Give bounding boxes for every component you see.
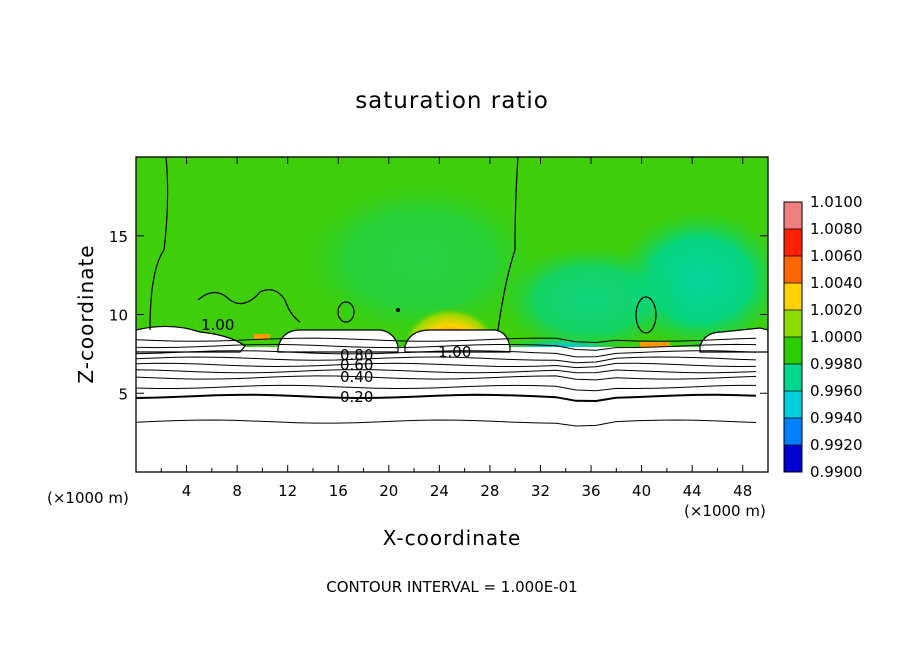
- colorbar-label-6: 0.9980: [810, 355, 863, 373]
- x-unit-left: (×1000 m): [47, 489, 129, 507]
- contour-line-8: [136, 393, 757, 403]
- contour-dot: [396, 308, 400, 312]
- x-tick-label-6: 28: [480, 482, 499, 500]
- colorbar-swatch-0: [784, 202, 802, 229]
- contour-line-0: [136, 337, 757, 344]
- chart-title: saturation ratio: [355, 88, 549, 114]
- contour-line-3: [136, 356, 757, 364]
- x-tick-label-9: 40: [632, 482, 651, 500]
- contour-label-2: 1.00: [438, 343, 471, 361]
- contour-line-1: [136, 343, 757, 351]
- x-axis-label: X-coordinate: [382, 526, 522, 550]
- warm-edge-right: [640, 342, 670, 347]
- colorbar-swatch-2: [784, 256, 802, 283]
- colorbar-label-5: 1.0000: [810, 328, 863, 346]
- x-tick-label-11: 48: [733, 482, 752, 500]
- colorbar-swatch-3: [784, 283, 802, 310]
- x-tick-label-8: 36: [581, 482, 600, 500]
- x-tick-label-2: 12: [278, 482, 297, 500]
- y-tick-label-1: 10: [109, 307, 128, 325]
- x-tick-label-5: 24: [430, 482, 449, 500]
- colorbar-label-8: 0.9940: [810, 409, 863, 427]
- x-tick-label-0: 4: [182, 482, 192, 500]
- colorbar-swatch-4: [784, 310, 802, 337]
- colorbar-label-2: 1.0060: [810, 247, 863, 265]
- contour-loop-right: [635, 296, 657, 334]
- colorbar-label-1: 1.0080: [810, 220, 863, 238]
- colorbar-label-0: 1.0100: [810, 193, 863, 211]
- contour-line-7: [136, 384, 756, 392]
- colorbar-swatch-8: [784, 418, 802, 445]
- contour-line-9: [136, 419, 757, 427]
- moist-pale-region: [300, 180, 540, 340]
- colorbar-label-9: 0.9920: [810, 436, 863, 454]
- x-tick-label-1: 8: [232, 482, 242, 500]
- contour-vertical-left: [149, 157, 169, 331]
- colorbar-swatch-9: [784, 445, 802, 472]
- field-layer: [136, 157, 768, 472]
- x-tick-label-4: 20: [379, 482, 398, 500]
- contour-loop-mid: [337, 301, 355, 323]
- contour-line-6: [136, 375, 757, 381]
- cloud-blob-center-left: [277, 329, 399, 353]
- contour-line-2: [136, 350, 757, 358]
- contour-label-1: 1.00: [201, 316, 234, 334]
- contour-line-4: [136, 362, 757, 369]
- x-axis-ticks: 4 8 12 16 20 24 28 32 36 40 44 48: [160, 157, 752, 500]
- contour-label-4: 0.60: [340, 356, 373, 374]
- contour-label-3: 0.80: [340, 346, 373, 364]
- contour-label-5: 0.40: [340, 368, 373, 386]
- colorbar-swatch-1: [784, 229, 802, 256]
- contour-interval-note: CONTOUR INTERVAL = 1.000E-01: [326, 578, 578, 596]
- colorbar-label-7: 0.9960: [810, 382, 863, 400]
- x-unit-right: (×1000 m): [684, 502, 766, 520]
- x-tick-label-3: 16: [329, 482, 348, 500]
- warm-edge-left: [254, 334, 270, 340]
- colorbar-swatch-7: [784, 391, 802, 418]
- contour-wave-left: [197, 289, 301, 323]
- colorbar-swatch-6: [784, 364, 802, 391]
- x-tick-label-10: 44: [683, 482, 702, 500]
- contour-vertical-right: [497, 157, 519, 331]
- lower-region: [136, 347, 768, 472]
- y-axis-label: Z-coordinate: [74, 244, 98, 384]
- y-axis-ticks: 5 10 15: [109, 228, 768, 403]
- cloud-blob-right: [699, 327, 768, 353]
- colorbar-label-4: 1.0020: [810, 301, 863, 319]
- contour-line-5: [136, 369, 757, 374]
- y-tick-label-2: 15: [109, 228, 128, 246]
- y-tick-label-0: 5: [118, 385, 128, 403]
- colorbar-label-3: 1.0040: [810, 274, 863, 292]
- x-tick-label-7: 32: [531, 482, 550, 500]
- colorbar: 1.0100 1.0080 1.0060 1.0040 1.0020 1.0000 0.99…: [783, 193, 863, 481]
- contour-label-6: 0.20: [340, 388, 373, 406]
- colorbar-label-10: 0.9900: [810, 463, 863, 481]
- colorbar-swatch-5: [784, 337, 802, 364]
- horizontal-contours: [136, 337, 757, 427]
